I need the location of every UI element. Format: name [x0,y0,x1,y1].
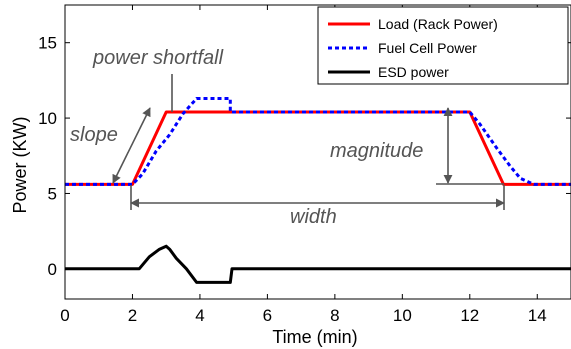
annotations: power shortfall slope magnitude width [70,47,505,228]
slope-arrow [112,107,151,184]
ticks-layer: 0 2 4 6 8 10 12 14 0 5 10 15 [38,5,571,325]
x-tick-label: 2 [128,306,137,325]
legend-label-load: Load (Rack Power) [378,16,498,32]
x-tick-label: 14 [528,306,547,325]
x-tick-label: 6 [263,306,272,325]
legend-label-fuel-cell: Fuel Cell Power [378,40,477,56]
y-tick-label: 5 [48,184,57,203]
slope-label: slope [70,124,118,146]
x-tick-label: 10 [393,306,412,325]
magnitude-label: magnitude [330,140,423,162]
y-tick-label: 10 [38,109,57,128]
y-axis-label: Power (KW) [10,116,30,213]
series-line-esd-power [65,244,571,284]
series-layer [65,97,571,284]
plot-frame [64,4,571,300]
x-tick-label: 4 [195,306,204,325]
y-tick-label: 0 [48,260,57,279]
x-tick-label: 12 [460,306,479,325]
x-tick-label: 8 [330,306,339,325]
series-line-fuel-cell-power [65,97,571,186]
width-label: width [290,206,337,228]
x-axis-label: Time (min) [272,327,357,347]
y-tick-label: 15 [38,34,57,53]
x-tick-label: 0 [60,306,69,325]
legend: Load (Rack Power) Fuel Cell Power ESD po… [317,6,569,85]
legend-label-esd: ESD power [378,64,449,80]
power-shortfall-label: power shortfall [92,47,224,69]
